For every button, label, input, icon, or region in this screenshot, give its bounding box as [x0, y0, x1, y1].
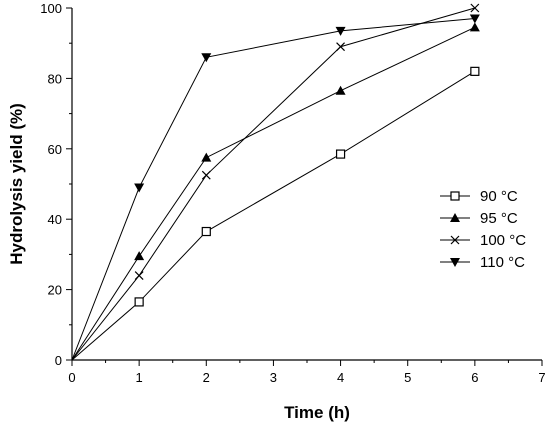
y-tick-label: 40	[48, 212, 62, 227]
legend: 90 °C 95 °C 100 °C 110 °C	[440, 188, 526, 271]
x-tick-label: 0	[68, 370, 75, 385]
marker-square	[450, 191, 460, 201]
series-line	[71, 26, 476, 361]
legend-label: 100 °C	[480, 232, 526, 249]
marker-triangle-up	[469, 22, 480, 32]
y-axis-title: Hydrolysis yield (%)	[7, 103, 26, 265]
series-0	[71, 66, 480, 361]
marker-triangle-down	[469, 14, 480, 24]
marker-triangle-down	[450, 258, 460, 267]
marker-triangle-down	[335, 26, 346, 36]
marker-cross	[134, 271, 144, 280]
x-tick-label: 1	[136, 370, 143, 385]
marker-triangle-up	[134, 251, 145, 261]
series-1	[71, 22, 480, 361]
x-tick-label: 5	[404, 370, 411, 385]
legend-label: 110 °C	[480, 254, 525, 271]
legend-label: 90 °C	[480, 188, 518, 205]
marker-triangle-up	[450, 213, 460, 222]
series-2	[71, 3, 480, 361]
series-3	[71, 14, 480, 361]
x-tick-label: 7	[538, 370, 545, 385]
series-line	[71, 70, 476, 361]
marker-cross	[336, 42, 345, 52]
marker-cross	[470, 3, 480, 13]
axes: 0 1 2 3 4 5 6 7 0 20 40 60 80 100	[40, 1, 545, 385]
marker-square	[134, 297, 144, 307]
legend-item: 100 °C	[440, 232, 526, 249]
y-tick-label: 100	[40, 1, 62, 16]
legend-item: 110 °C	[440, 254, 525, 271]
y-tick-label: 20	[48, 283, 62, 298]
y-tick-label: 60	[48, 142, 62, 157]
marker-cross-stroke	[201, 170, 211, 180]
marker-cross-stroke	[450, 235, 460, 245]
x-tick-label: 3	[270, 370, 277, 385]
series-layer	[71, 3, 480, 361]
marker-square	[335, 149, 346, 159]
legend-label: 95 °C	[480, 210, 518, 227]
marker-cross	[450, 235, 460, 245]
legend-item: 90 °C	[440, 188, 518, 205]
marker-cross-stroke	[134, 271, 144, 280]
marker-triangle-up	[201, 152, 212, 162]
marker-cross	[201, 170, 211, 180]
marker-square	[470, 66, 480, 76]
x-tick-label: 6	[471, 370, 478, 385]
marker-triangle-down	[201, 53, 212, 63]
x-axis-title: Time (h)	[284, 403, 350, 422]
x-tick-label: 2	[203, 370, 210, 385]
y-tick-label: 80	[48, 71, 62, 86]
marker-square	[201, 226, 211, 237]
marker-cross-stroke	[470, 3, 480, 13]
marker-triangle-down	[134, 183, 145, 193]
series-line	[71, 18, 475, 361]
marker-triangle-up	[335, 85, 346, 95]
x-tick-label: 4	[337, 370, 344, 385]
legend-item: 95 °C	[440, 210, 518, 227]
y-tick-label: 0	[55, 353, 62, 368]
marker-cross-stroke	[336, 42, 345, 52]
